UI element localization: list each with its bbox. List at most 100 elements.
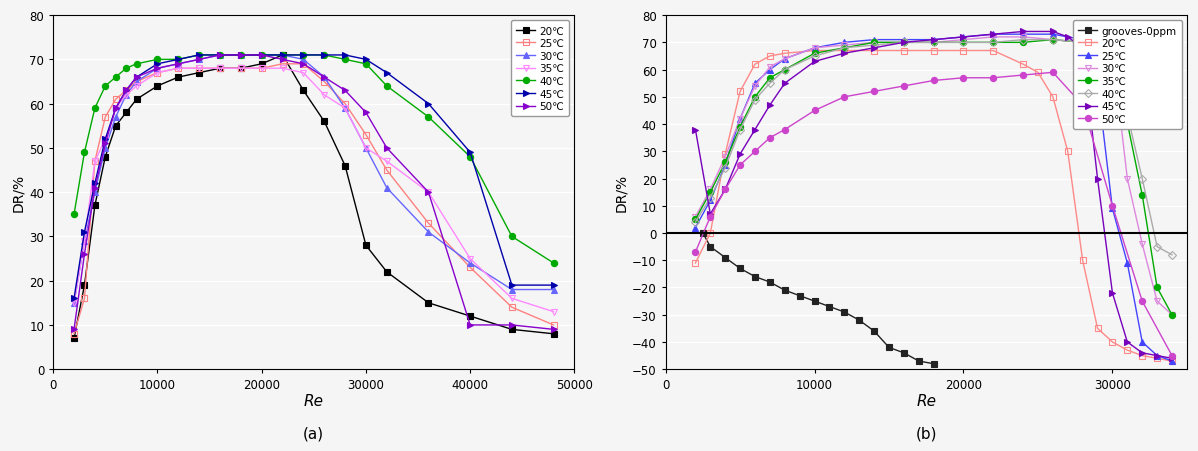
30℃ — [87, 190, 102, 195]
grooves-0ppm — [897, 350, 912, 356]
35℃ — [778, 68, 792, 73]
20℃ — [276, 53, 290, 59]
20℃ — [1164, 359, 1179, 364]
35℃ — [897, 41, 912, 46]
35℃ — [956, 41, 970, 46]
20℃ — [807, 49, 822, 54]
grooves-0ppm — [733, 266, 748, 272]
30℃ — [150, 66, 164, 72]
35℃ — [926, 41, 940, 46]
25℃ — [718, 163, 732, 168]
35℃ — [1135, 193, 1149, 198]
grooves-0ppm — [867, 329, 882, 334]
Legend: grooves-0ppm, 20℃, 25℃, 30℃, 35℃, 40℃, 45℃, 50℃: grooves-0ppm, 20℃, 25℃, 30℃, 35℃, 40℃, 4… — [1073, 21, 1181, 130]
45℃ — [380, 71, 394, 76]
35℃ — [98, 137, 113, 143]
40℃ — [956, 41, 970, 46]
50℃ — [837, 95, 852, 100]
30℃ — [1135, 242, 1149, 247]
35℃ — [338, 106, 352, 111]
50℃ — [296, 62, 310, 67]
25℃ — [1016, 32, 1030, 38]
40℃ — [546, 261, 561, 266]
40℃ — [1135, 176, 1149, 182]
40℃ — [778, 68, 792, 73]
50℃ — [317, 75, 332, 81]
30℃ — [213, 53, 228, 59]
40℃ — [234, 53, 248, 59]
20℃ — [778, 51, 792, 57]
20℃ — [296, 88, 310, 94]
50℃ — [98, 142, 113, 147]
20℃ — [1016, 62, 1030, 68]
45℃ — [986, 32, 1000, 38]
30℃ — [748, 84, 762, 89]
35℃ — [254, 66, 268, 72]
25℃ — [763, 68, 778, 73]
20℃ — [338, 164, 352, 169]
20℃ — [733, 89, 748, 95]
25℃ — [956, 35, 970, 41]
45℃ — [296, 53, 310, 59]
25℃ — [109, 97, 123, 103]
35℃ — [1076, 41, 1090, 46]
25℃ — [422, 221, 436, 226]
50℃ — [254, 53, 268, 59]
45℃ — [67, 296, 81, 301]
50℃ — [462, 322, 477, 328]
50℃ — [733, 163, 748, 168]
25℃ — [1135, 340, 1149, 345]
35℃ — [1164, 313, 1179, 318]
50℃ — [119, 88, 133, 94]
grooves-0ppm — [807, 299, 822, 304]
45℃ — [837, 51, 852, 57]
40℃ — [718, 166, 732, 171]
30℃ — [129, 80, 144, 85]
40℃ — [338, 58, 352, 63]
20℃ — [422, 300, 436, 306]
25℃ — [213, 66, 228, 72]
40℃ — [867, 43, 882, 49]
35℃ — [422, 190, 436, 195]
40℃ — [422, 115, 436, 120]
grooves-0ppm — [718, 255, 732, 261]
25℃ — [1090, 81, 1105, 87]
20℃ — [986, 49, 1000, 54]
35℃ — [234, 66, 248, 72]
40℃ — [807, 54, 822, 60]
35℃ — [276, 66, 290, 72]
30℃ — [338, 106, 352, 111]
50℃ — [778, 128, 792, 133]
40℃ — [1106, 49, 1120, 54]
45℃ — [1090, 176, 1105, 182]
45℃ — [1164, 356, 1179, 361]
45℃ — [1106, 290, 1120, 296]
35℃ — [546, 309, 561, 315]
35℃ — [807, 51, 822, 57]
40℃ — [897, 41, 912, 46]
50℃ — [213, 53, 228, 59]
45℃ — [98, 137, 113, 143]
40℃ — [213, 53, 228, 59]
25℃ — [546, 322, 561, 328]
45℃ — [150, 62, 164, 67]
50℃ — [504, 322, 519, 328]
40℃ — [171, 58, 186, 63]
20℃ — [748, 62, 762, 68]
50℃ — [109, 106, 123, 111]
20℃ — [317, 120, 332, 125]
grooves-0ppm — [763, 280, 778, 285]
25℃ — [150, 71, 164, 76]
20℃ — [763, 54, 778, 60]
35℃ — [317, 93, 332, 98]
40℃ — [1016, 38, 1030, 43]
30℃ — [867, 41, 882, 46]
30℃ — [703, 187, 718, 193]
20℃ — [956, 49, 970, 54]
Line: 20℃: 20℃ — [71, 53, 557, 341]
30℃ — [276, 53, 290, 59]
50℃ — [897, 84, 912, 89]
35℃ — [703, 190, 718, 195]
25℃ — [504, 305, 519, 310]
25℃ — [778, 57, 792, 62]
